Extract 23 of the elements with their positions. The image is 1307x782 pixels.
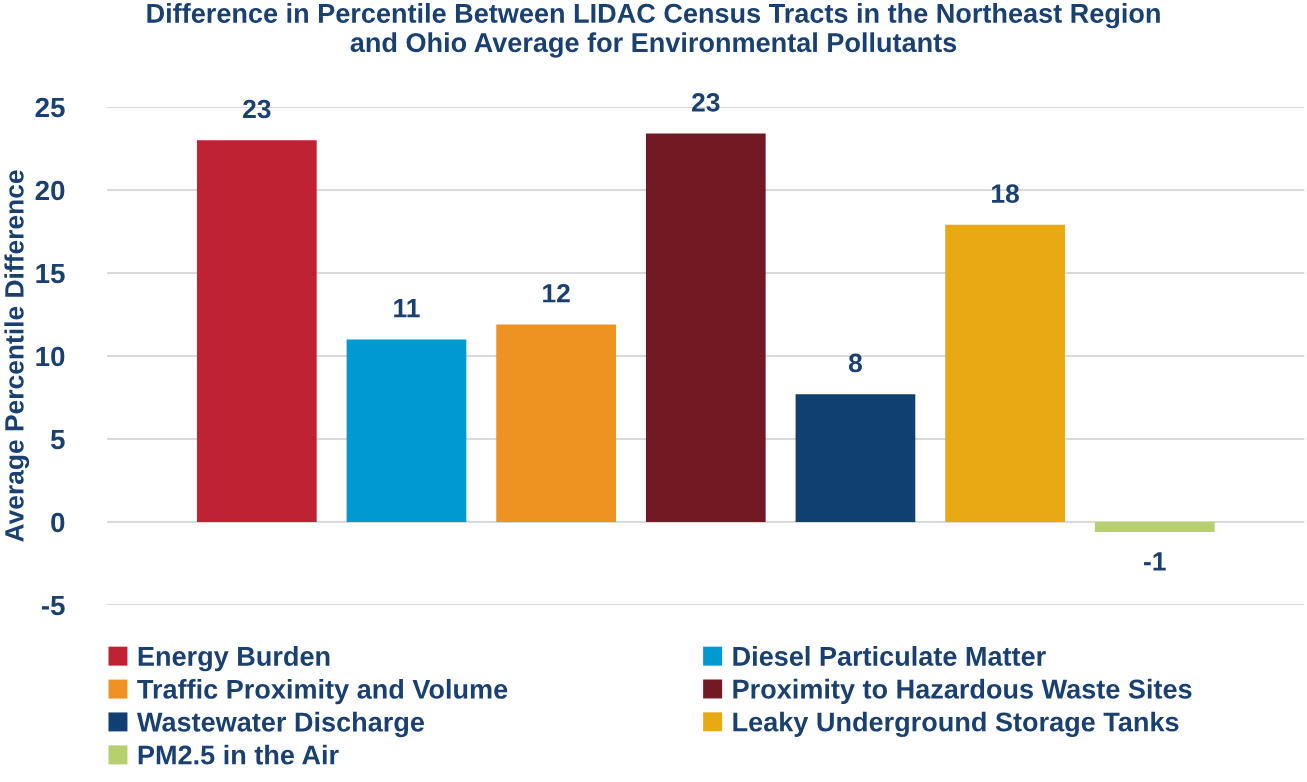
- legend-label: Wastewater Discharge: [136, 711, 424, 738]
- legend-label: Leaky Underground Storage Tanks: [733, 711, 1179, 738]
- y-tick-label: 0: [51, 512, 65, 533]
- legend-label: PM2.5 in the Air: [138, 744, 339, 765]
- legend-label: Diesel Particulate Matter: [733, 646, 1046, 666]
- data-label: -1: [1144, 552, 1166, 571]
- data-label: 12: [543, 283, 570, 303]
- data-label: 8: [848, 353, 862, 373]
- y-tick-label: 5: [50, 429, 65, 450]
- y-tick-label: 20: [35, 180, 65, 201]
- y-tick-label: -5: [41, 595, 65, 616]
- y-axis-title: Average Percentile Difference: [4, 170, 30, 542]
- chart-title: Difference in Percentile Between LIDAC Census Tracts in the Northeast Region and Ohio Average for Environmental Pollutants: [147, 3, 1160, 58]
- y-tick-label: 25: [35, 97, 65, 118]
- data-label: 11: [394, 299, 420, 318]
- data-label: 18: [992, 184, 1019, 203]
- y-tick-label: 15: [36, 263, 65, 284]
- legend-label: Energy Burden: [138, 646, 330, 672]
- legend-label: Traffic Proximity and Volume: [137, 678, 508, 705]
- data-label: 23: [243, 99, 271, 119]
- legend-label: Proximity to Hazardous Waste Sites: [733, 678, 1192, 705]
- data-label: 23: [692, 92, 720, 112]
- y-tick-label: 10: [36, 346, 65, 367]
